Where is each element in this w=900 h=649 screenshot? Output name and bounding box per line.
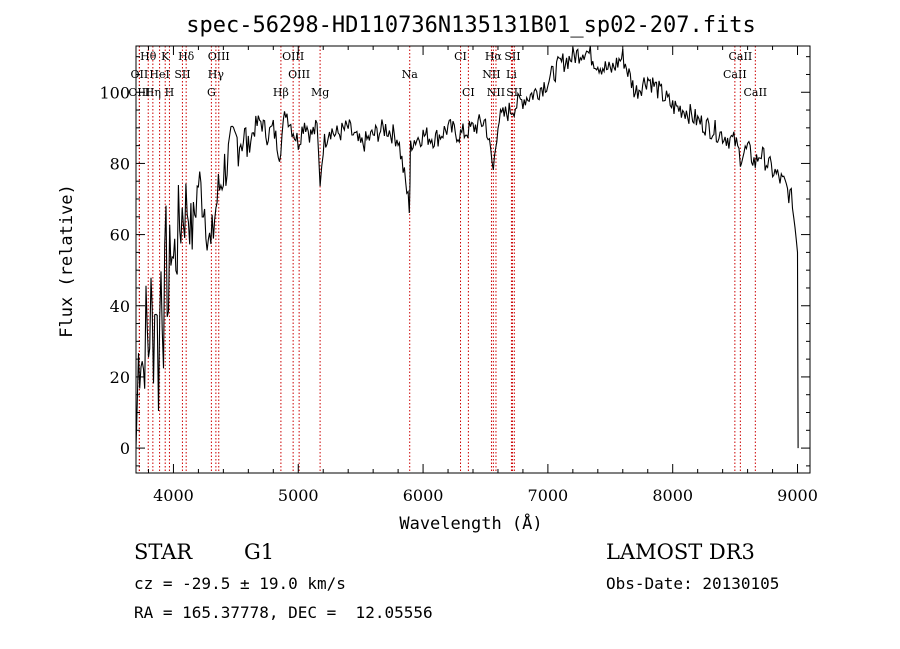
spectral-line-label: Mg xyxy=(311,86,329,99)
spectral-line-label: OIII xyxy=(208,50,230,63)
spectral-line-label: H xyxy=(165,86,175,99)
spectral-line-label: OIII xyxy=(288,68,310,81)
x-tick-label: 9000 xyxy=(777,486,818,505)
coordinates: RA = 165.37778, DEC = 12.05556 xyxy=(134,603,433,622)
spectral-line-label: CaII xyxy=(729,50,753,63)
axis-ticks: 4000 5000 6000 7000 8000 9000 0 20 40 60 80 100 xyxy=(99,46,818,505)
x-tick-label: 8000 xyxy=(652,486,693,505)
y-tick-label: 20 xyxy=(110,368,130,387)
object-subclass: G1 xyxy=(244,540,275,564)
spectral-line-markers xyxy=(138,46,756,473)
spectral-line-label: Na xyxy=(402,68,419,81)
y-tick-label: 40 xyxy=(110,297,130,316)
survey-name: LAMOST DR3 xyxy=(606,540,755,564)
spectral-line-label: Hη xyxy=(145,86,161,99)
spectral-line-label: NII xyxy=(482,68,500,81)
x-tick-label: 7000 xyxy=(528,486,569,505)
y-tick-label: 0 xyxy=(120,439,130,458)
spectral-line-label: NII xyxy=(487,86,505,99)
spectral-line-label: Li xyxy=(506,68,517,81)
spectral-line-label: SII xyxy=(504,50,520,63)
object-type: STAR xyxy=(134,540,193,564)
spectral-line-label: Hγ xyxy=(208,68,225,81)
spectral-line-label: G xyxy=(207,86,216,99)
flux-series-line xyxy=(135,45,799,449)
chart-title: spec-56298-HD110736N135131B01_sp02-207.f… xyxy=(186,13,756,38)
spectral-line-label: CI xyxy=(462,86,475,99)
y-axis-label: Flux (relative) xyxy=(57,184,77,338)
spectral-line-label: SII xyxy=(174,68,190,81)
spectral-line-label: SII xyxy=(506,86,522,99)
plot-frame xyxy=(135,45,811,474)
spectral-line-label: CaII xyxy=(743,86,767,99)
spectral-line-label: Hβ xyxy=(273,86,289,99)
x-tick-label: 6000 xyxy=(403,486,444,505)
spectral-line-label: K xyxy=(161,50,170,63)
spectral-line-label: OIII xyxy=(282,50,304,63)
x-tick-label: 5000 xyxy=(278,486,319,505)
spectral-line-label: Hθ xyxy=(140,50,157,63)
spectral-line-label: CaII xyxy=(723,68,747,81)
spectral-line-label: CI xyxy=(454,50,467,63)
observation-date: Obs-Date: 20130105 xyxy=(606,574,780,593)
x-tick-label: 4000 xyxy=(153,486,194,505)
spectral-line-label: Hα xyxy=(485,50,503,63)
redshift-cz: cz = -29.5 ± 19.0 km/s xyxy=(134,574,346,593)
y-tick-label: 60 xyxy=(110,226,130,245)
y-tick-label: 100 xyxy=(99,83,130,102)
spectral-line-label: HeI xyxy=(149,68,169,81)
y-tick-label: 80 xyxy=(110,154,130,173)
spectral-line-label: Hδ xyxy=(178,50,195,63)
x-axis-label: Wavelength (Å) xyxy=(399,512,542,534)
